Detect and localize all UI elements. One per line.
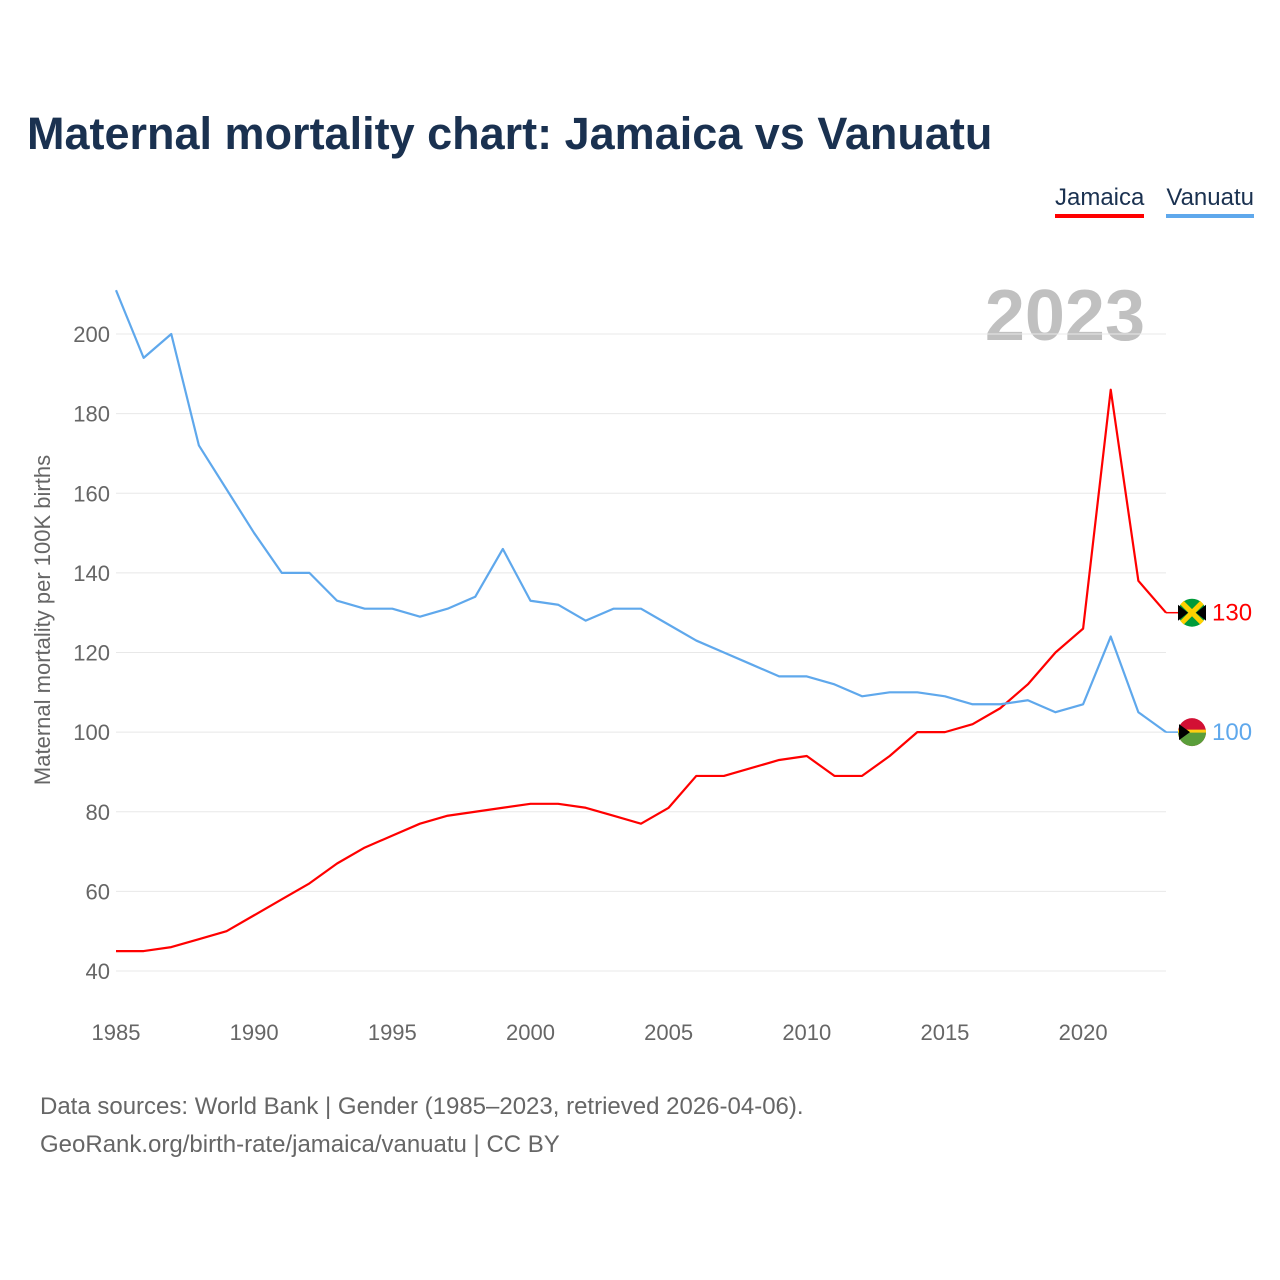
chart-title: Maternal mortality chart: Jamaica vs Van… (27, 108, 993, 159)
year-label: 2023 (985, 276, 1145, 356)
y-tick-label: 160 (73, 481, 110, 506)
series-line-jamaica (116, 388, 1167, 953)
y-tick-label: 60 (86, 879, 110, 904)
source-note: Data sources: World Bank | Gender (1985–… (40, 1088, 804, 1164)
x-tick-label: 2005 (644, 1020, 693, 1045)
jamaica-flag-triangles (1178, 604, 1206, 621)
y-tick-label: 200 (73, 322, 110, 347)
y-tick-label: 40 (86, 959, 110, 984)
y-tick-label: 120 (73, 641, 110, 666)
legend: Jamaica Vanuatu (1054, 184, 1254, 218)
legend-vanuatu[interactable]: Vanuatu (1166, 184, 1254, 218)
y-axis-label: Maternal mortality per 100K births (30, 455, 55, 785)
x-tick-label: 2010 (782, 1020, 831, 1045)
legend-jamaica[interactable]: Jamaica (1054, 184, 1145, 218)
y-tick-label: 180 (73, 402, 110, 427)
x-tick-label: 2020 (1059, 1020, 1108, 1045)
end-value-label: 130 (1212, 600, 1252, 627)
x-tick-label: 2000 (506, 1020, 555, 1045)
x-tick-label: 1995 (368, 1020, 417, 1045)
y-tick-label: 80 (86, 800, 110, 825)
series-line-vanuatu (114, 289, 1167, 734)
y-tick-label: 140 (73, 561, 110, 586)
vanuatu-flag-triangle (1179, 724, 1190, 741)
x-tick-label: 1985 (92, 1020, 141, 1045)
end-value-label: 100 (1212, 719, 1252, 746)
x-tick-label: 2015 (920, 1020, 969, 1045)
source-line-2[interactable]: GeoRank.org/birth-rate/jamaica/vanuatu |… (40, 1131, 560, 1158)
y-tick-label: 100 (73, 720, 110, 745)
source-line-1: Data sources: World Bank | Gender (1985–… (40, 1093, 804, 1120)
x-tick-label: 1990 (230, 1020, 279, 1045)
jamaica-flag-saltire (1180, 600, 1204, 625)
